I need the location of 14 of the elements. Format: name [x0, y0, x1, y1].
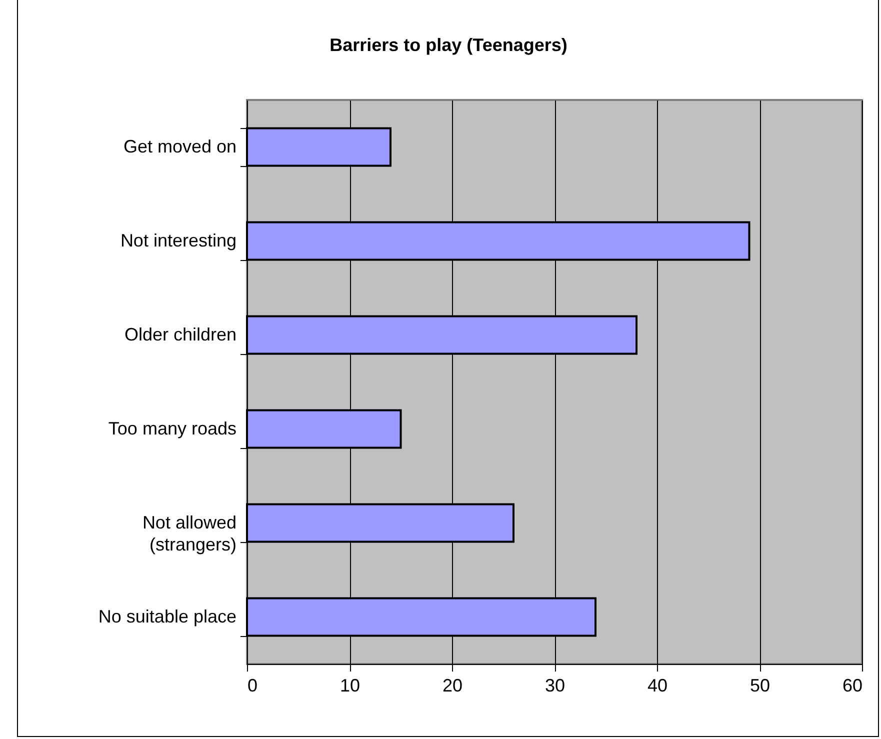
x-tick-label: 30: [544, 676, 566, 696]
y-tick-label: Too many roads: [108, 418, 236, 438]
x-tick-label: 10: [340, 676, 360, 696]
y-tick-label: Not allowed (strangers): [142, 512, 236, 554]
x-tick-label: 50: [750, 676, 770, 696]
y-tick-label: Older children: [124, 324, 236, 344]
y-tick-label: Not interesting: [120, 230, 236, 250]
x-tick-label: 60: [842, 676, 862, 696]
y-tick-label: Get moved on: [123, 136, 236, 156]
chart-title: Barriers to play (Teenagers): [330, 35, 568, 55]
x-tick-label: 20: [442, 676, 463, 696]
y-tick-label: No suitable place: [98, 606, 236, 626]
x-tick-label: 0: [248, 676, 258, 696]
x-tick-label: 40: [647, 676, 668, 696]
